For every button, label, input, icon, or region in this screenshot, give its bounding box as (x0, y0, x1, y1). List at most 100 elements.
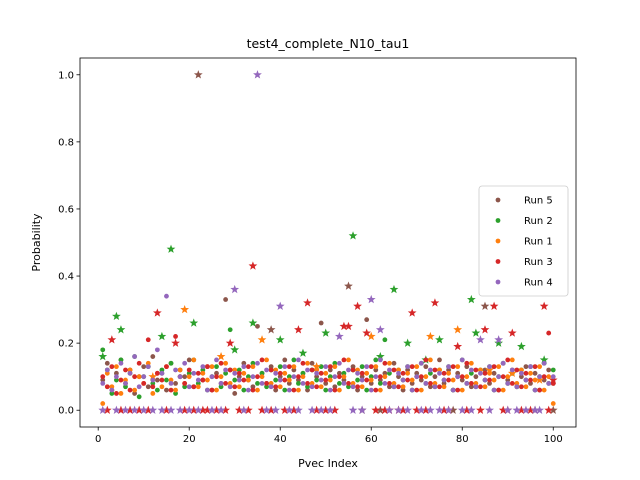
data-point-star (335, 331, 344, 341)
data-point (414, 364, 420, 370)
data-point-star (407, 308, 417, 317)
data-point (168, 380, 174, 386)
data-point (259, 357, 265, 363)
data-point (154, 347, 160, 353)
data-point (205, 387, 210, 393)
data-point (223, 367, 229, 373)
data-point (200, 367, 206, 373)
data-point (368, 377, 374, 383)
data-point (459, 374, 465, 380)
data-point-star (130, 405, 139, 414)
data-point (173, 367, 178, 373)
y-axis-label: Probability (30, 213, 43, 272)
data-point (273, 377, 279, 383)
data-point (277, 370, 283, 376)
data-point (441, 370, 447, 376)
data-point (500, 374, 506, 380)
data-point-star (535, 375, 544, 384)
data-point (132, 387, 138, 393)
data-point (355, 387, 360, 393)
data-point (114, 364, 119, 370)
data-point-star (453, 325, 463, 334)
legend-marker (495, 238, 501, 244)
data-point (441, 384, 447, 390)
data-point-star (257, 405, 267, 414)
data-point (118, 357, 124, 363)
data-point (341, 374, 347, 380)
data-point-star (344, 321, 353, 331)
data-point (136, 360, 142, 366)
data-point (164, 377, 169, 383)
data-point (223, 380, 229, 386)
data-point (291, 367, 297, 373)
data-point (318, 364, 324, 370)
data-point-star (239, 405, 249, 414)
data-point (364, 377, 370, 383)
data-point (314, 377, 320, 383)
data-point (514, 384, 520, 390)
data-point (377, 357, 383, 363)
data-point (141, 374, 147, 380)
data-point (541, 374, 547, 380)
data-point (100, 374, 106, 380)
data-point-star (321, 328, 331, 337)
data-point (359, 370, 365, 376)
data-point (114, 370, 119, 376)
data-point (509, 367, 515, 373)
data-point (482, 377, 488, 383)
data-point (468, 380, 474, 386)
data-point (245, 374, 251, 380)
data-point (218, 380, 224, 386)
data-point (173, 334, 178, 339)
data-point (323, 364, 329, 370)
data-point (141, 380, 147, 386)
data-point (145, 364, 151, 370)
data-point (273, 370, 279, 376)
data-point (154, 387, 160, 393)
data-point (509, 380, 515, 386)
data-point (214, 370, 219, 376)
data-point-star (344, 281, 353, 290)
data-point (541, 387, 547, 393)
data-point (446, 364, 451, 370)
data-point-star (171, 338, 180, 347)
data-point-star (321, 405, 331, 414)
data-point-star (148, 372, 158, 381)
data-point-star (234, 405, 244, 414)
data-point (100, 401, 106, 406)
data-point (427, 370, 433, 376)
data-point-star (375, 405, 385, 414)
data-point (214, 364, 219, 370)
data-point (282, 357, 288, 363)
data-point (382, 380, 388, 386)
data-point (400, 377, 406, 383)
data-point (123, 367, 128, 373)
data-point (300, 360, 306, 366)
data-point (528, 370, 533, 376)
data-point-star (480, 301, 490, 310)
data-point (532, 364, 538, 370)
data-point (150, 354, 156, 359)
data-point (236, 384, 242, 390)
data-point (150, 377, 156, 383)
data-point (264, 357, 269, 363)
data-point (218, 374, 224, 380)
data-point-star (412, 405, 422, 414)
data-point (159, 377, 165, 383)
data-point (145, 384, 151, 390)
data-point (286, 374, 292, 380)
data-point-star (271, 405, 281, 414)
data-point (550, 401, 556, 406)
data-point (223, 297, 229, 302)
data-point (164, 387, 169, 393)
data-point (364, 317, 370, 323)
data-point-star (548, 405, 558, 414)
data-point-star (426, 331, 435, 341)
data-point (409, 380, 415, 386)
data-point (232, 384, 238, 390)
data-point (109, 384, 115, 390)
data-point (168, 387, 174, 393)
data-point-star (98, 405, 108, 414)
legend-label: Run 3 (524, 257, 553, 268)
data-point (323, 377, 329, 383)
